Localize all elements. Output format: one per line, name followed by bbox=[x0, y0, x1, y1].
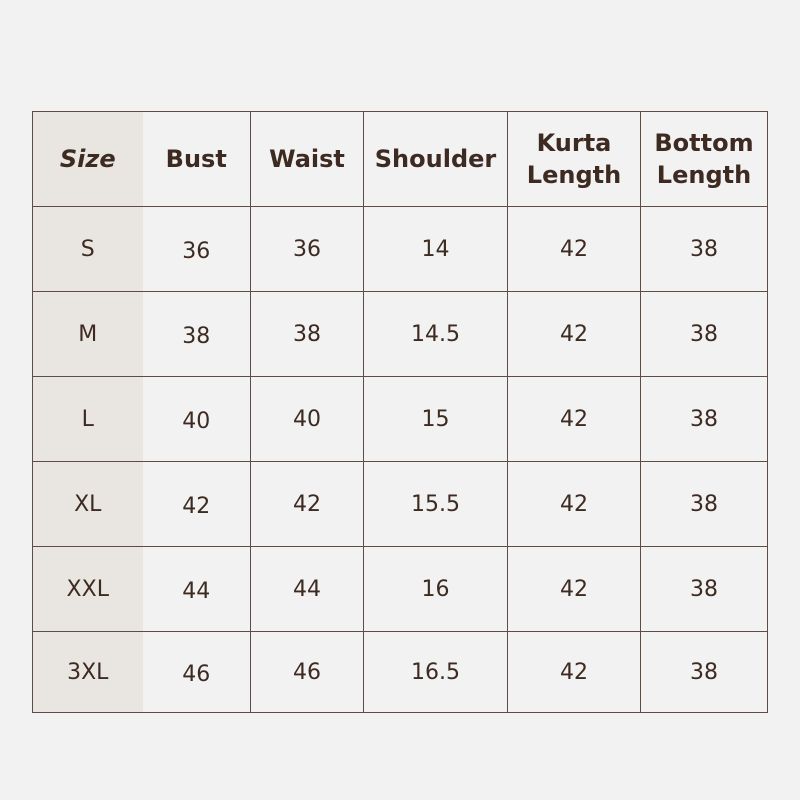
cell-size: XXL bbox=[32, 546, 143, 632]
cell-waist: 44 bbox=[250, 546, 364, 632]
cell-shoulder: 16 bbox=[363, 546, 508, 632]
cell-shoulder: 15.5 bbox=[363, 461, 508, 547]
cell-kurta-length: 42 bbox=[507, 631, 641, 713]
header-size: Size bbox=[32, 111, 143, 207]
header-bottom-line1: Bottom bbox=[654, 129, 754, 157]
cell-shoulder: 16.5 bbox=[363, 631, 508, 713]
cell-bottom-length: 38 bbox=[640, 546, 768, 632]
header-row: Size Bust Waist Shoulder Kurta Length Bot… bbox=[32, 111, 768, 207]
header-shoulder: Shoulder bbox=[363, 111, 508, 207]
cell-kurta-length: 42 bbox=[507, 461, 641, 547]
cell-size: 3XL bbox=[32, 631, 143, 713]
cell-waist: 38 bbox=[250, 291, 364, 377]
cell-bottom-length: 38 bbox=[640, 461, 768, 547]
cell-kurta-length: 42 bbox=[507, 376, 641, 462]
cell-size: M bbox=[32, 291, 143, 377]
size-chart-table: Size Bust Waist Shoulder Kurta Length Bot… bbox=[32, 111, 768, 713]
cell-bust: 36 bbox=[142, 206, 251, 292]
cell-waist: 36 bbox=[250, 206, 364, 292]
cell-bottom-length: 38 bbox=[640, 631, 768, 713]
table-row: XXL 44 44 16 42 38 bbox=[32, 546, 768, 632]
cell-waist: 42 bbox=[250, 461, 364, 547]
header-kurta-length: Kurta Length bbox=[507, 111, 641, 207]
cell-shoulder: 14.5 bbox=[363, 291, 508, 377]
cell-bust: 42 bbox=[142, 461, 251, 547]
cell-kurta-length: 42 bbox=[507, 546, 641, 632]
cell-bust: 40 bbox=[142, 376, 251, 462]
cell-kurta-length: 42 bbox=[507, 206, 641, 292]
cell-shoulder: 15 bbox=[363, 376, 508, 462]
header-waist: Waist bbox=[250, 111, 364, 207]
cell-bottom-length: 38 bbox=[640, 376, 768, 462]
header-kurta-line2: Length bbox=[526, 161, 622, 189]
cell-bottom-length: 38 bbox=[640, 291, 768, 377]
cell-shoulder: 14 bbox=[363, 206, 508, 292]
cell-waist: 46 bbox=[250, 631, 364, 713]
header-bust: Bust bbox=[142, 111, 251, 207]
cell-size: L bbox=[32, 376, 143, 462]
header-bottom-line2: Length bbox=[656, 161, 752, 189]
cell-bottom-length: 38 bbox=[640, 206, 768, 292]
cell-size: XL bbox=[32, 461, 143, 547]
table-row: S 36 36 14 42 38 bbox=[32, 206, 768, 292]
cell-kurta-length: 42 bbox=[507, 291, 641, 377]
cell-bust: 44 bbox=[142, 546, 251, 632]
cell-bust: 38 bbox=[142, 291, 251, 377]
header-bottom-length: Bottom Length bbox=[640, 111, 768, 207]
header-kurta-line1: Kurta bbox=[536, 129, 612, 157]
table-row: XL 42 42 15.5 42 38 bbox=[32, 461, 768, 547]
table-row: M 38 38 14.5 42 38 bbox=[32, 291, 768, 377]
table-row: L 40 40 15 42 38 bbox=[32, 376, 768, 462]
cell-size: S bbox=[32, 206, 143, 292]
cell-waist: 40 bbox=[250, 376, 364, 462]
cell-bust: 46 bbox=[142, 631, 251, 713]
table-row: 3XL 46 46 16.5 42 38 bbox=[32, 631, 768, 713]
